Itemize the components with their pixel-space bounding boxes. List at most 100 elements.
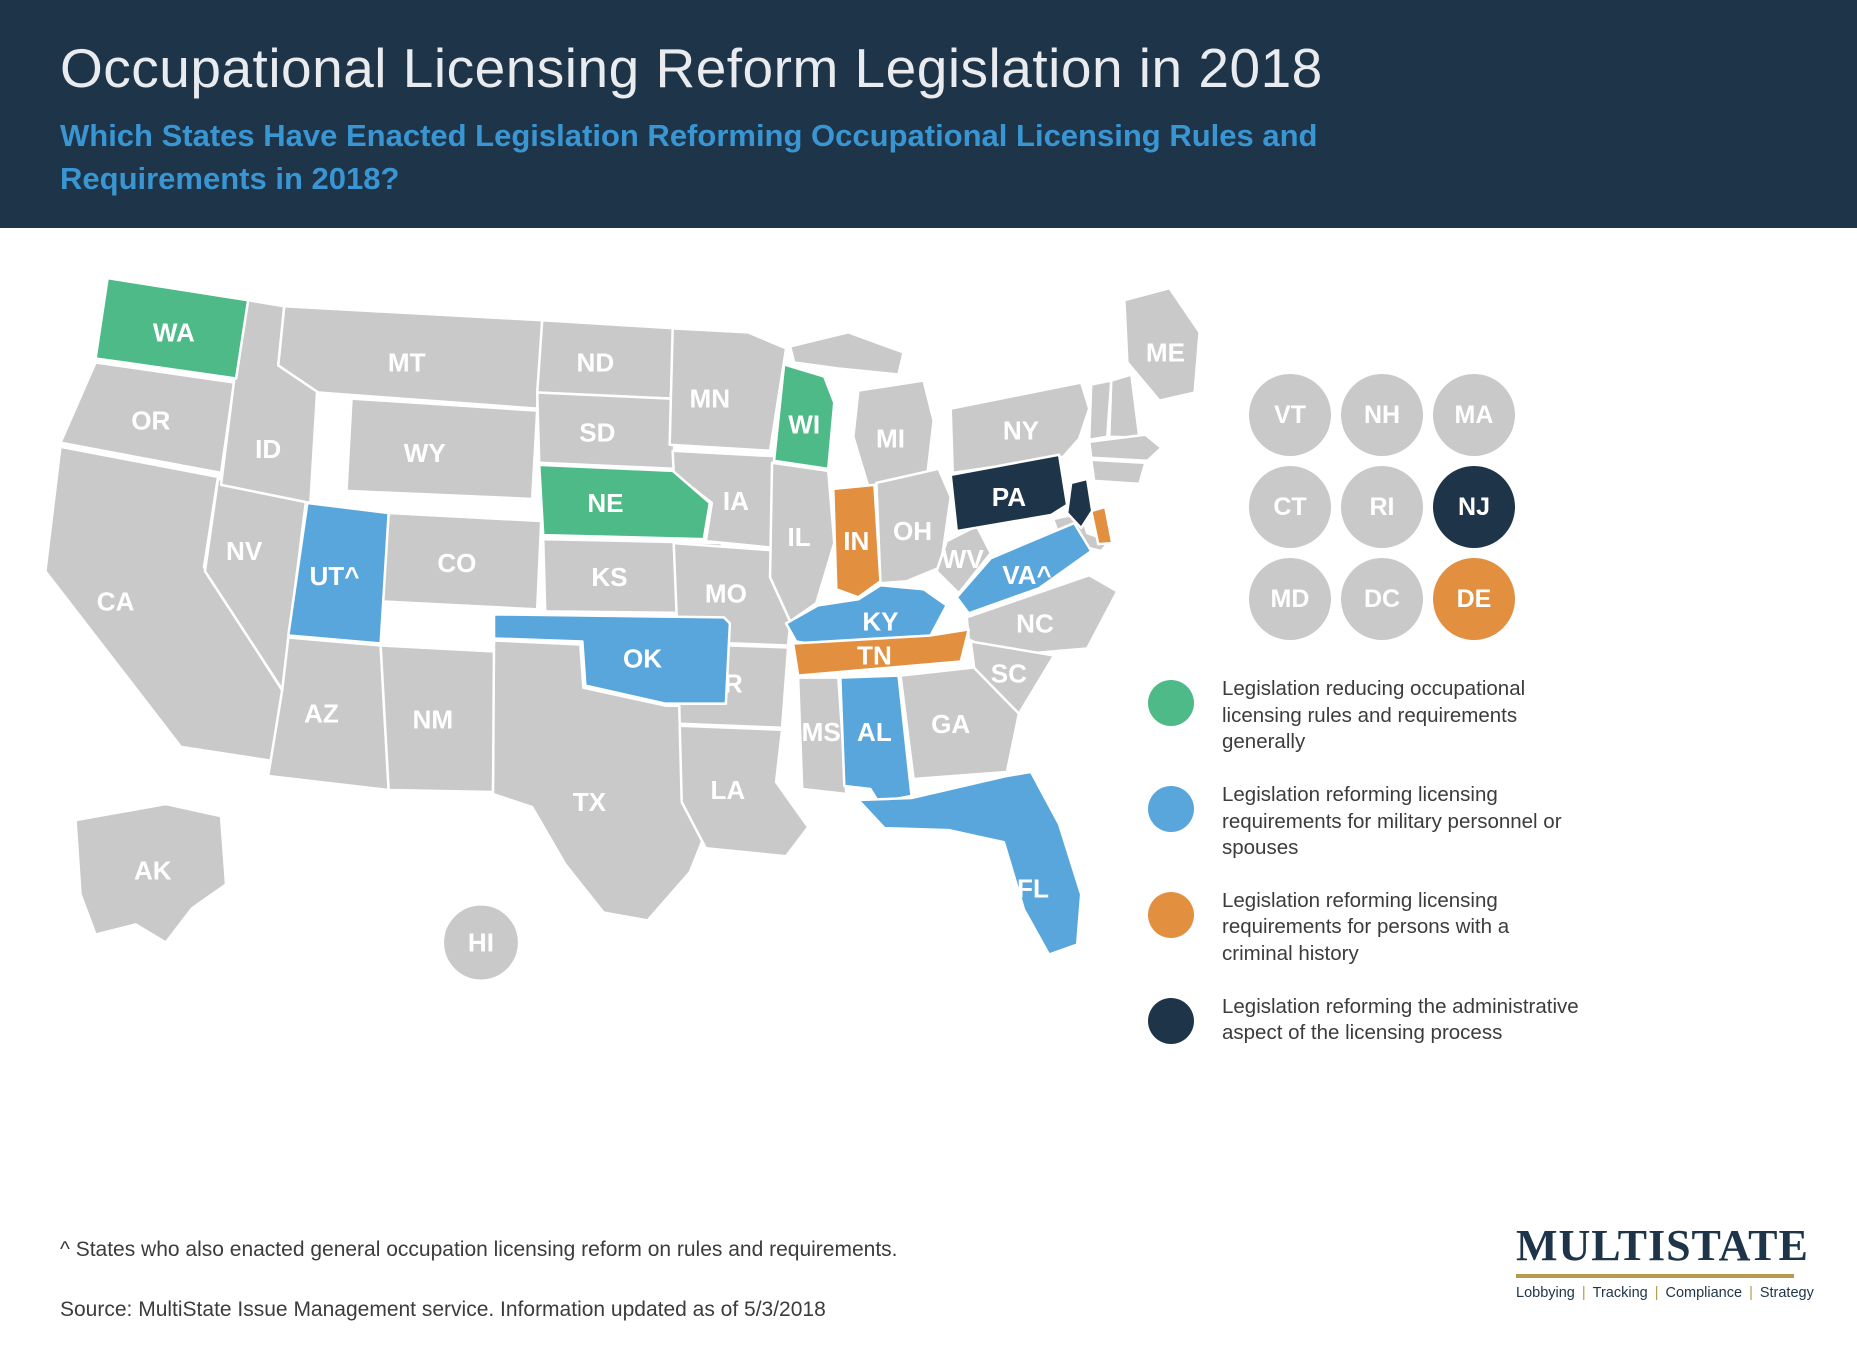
state-az: AZ <box>266 636 390 792</box>
state-label-hi: HI <box>468 928 494 958</box>
legend-item-criminal: Legislation reforming licensing requirem… <box>1148 888 1628 968</box>
legend-label: Legislation reforming licensing requirem… <box>1222 888 1510 966</box>
state-label-sc: SC <box>991 659 1027 689</box>
state-label-id: ID <box>255 434 281 464</box>
state-label-nm: NM <box>413 705 454 735</box>
tagline-separator: | <box>1654 1285 1659 1301</box>
logo-tagline: Lobbying | Tracking | Compliance | Strategy <box>1516 1285 1814 1301</box>
state-circle-de: DE <box>1433 558 1515 640</box>
state-label-ny: NY <box>1003 416 1039 446</box>
state-label-me: ME <box>1146 337 1185 367</box>
state-label-in: IN <box>843 526 869 556</box>
state-label-ut: UT^ <box>309 561 359 591</box>
state-ct <box>1089 458 1147 486</box>
state-label-wi: WI <box>788 410 820 440</box>
tagline-item: Strategy <box>1759 1285 1814 1301</box>
source-note: Source: MultiState Issue Management serv… <box>60 1298 826 1321</box>
tagline-separator: | <box>1749 1285 1753 1301</box>
state-label-ak: AK <box>134 855 172 885</box>
legend-dot-general <box>1148 680 1194 726</box>
state-wy: WY <box>345 397 539 501</box>
state-label-ca: CA <box>97 586 135 616</box>
state-label-pa: PA <box>992 482 1026 512</box>
header: Occupational Licensing Reform Legislatio… <box>0 0 1857 228</box>
state-label-il: IL <box>788 522 811 552</box>
legend-label: Legislation reducing occupational licens… <box>1222 677 1526 754</box>
legend-dot-administrative <box>1148 997 1194 1044</box>
multistate-logo: MULTISTATE Lobbying | Tracking | Compliance |… <box>1516 1220 1814 1301</box>
state-label-oh: OH <box>893 516 932 546</box>
state-nm: NM <box>379 644 497 794</box>
state-label-mo: MO <box>705 578 747 608</box>
state-label-ms: MS <box>802 717 841 747</box>
state-label-fl: FL <box>1017 873 1049 903</box>
state-circle-dc: DC <box>1341 558 1423 640</box>
legend-dot-criminal <box>1148 891 1194 938</box>
state-label-sd: SD <box>579 418 615 448</box>
logo-wordmark: MULTISTATE <box>1516 1221 1809 1270</box>
page-subtitle: Which States Have Enacted Legislation Re… <box>60 118 1318 197</box>
state-circle-vt: VT <box>1249 374 1331 456</box>
state-label-or: OR <box>131 406 170 436</box>
state-label-va: VA^ <box>1002 560 1052 590</box>
state-nc: NC <box>965 573 1119 657</box>
state-mi: MI <box>788 331 935 489</box>
state-ut: UT^ <box>287 501 390 645</box>
state-wv: WV <box>935 524 993 595</box>
state-label-nc: NC <box>1016 608 1054 638</box>
state-pa: PA <box>949 453 1069 533</box>
state-sd: SD <box>535 391 677 471</box>
state-label-la: LA <box>711 775 746 805</box>
state-al: AL <box>839 674 913 804</box>
state-label-ok: OK <box>623 644 662 674</box>
state-label-nv: NV <box>226 536 263 566</box>
state-ne: NE <box>537 463 712 541</box>
state-label-co: CO <box>437 548 476 578</box>
small-state-circles: VT NH MA CT RI NJ MD DC DE <box>1249 374 1515 640</box>
state-tn: TN <box>791 628 971 677</box>
tagline-separator: | <box>1581 1285 1586 1301</box>
state-circle-nh: NH <box>1341 374 1423 456</box>
state-ga: GA <box>899 666 1021 781</box>
state-hi: HI <box>441 903 521 982</box>
state-label-ne: NE <box>587 488 623 518</box>
state-or: OR <box>59 361 236 475</box>
state-circle-ma: MA <box>1433 374 1515 456</box>
state-label-ks: KS <box>591 562 627 592</box>
legend-item-military: Legislation reforming licensing requirem… <box>1148 782 1628 862</box>
state-fl: FL <box>857 770 1083 956</box>
state-label-mt: MT <box>388 347 426 377</box>
us-map: ORCANVIDMTWYAZCONMNDSDKSTXMNIAMOARLAILMI… <box>44 276 1201 982</box>
tagline-item: Compliance <box>1665 1285 1743 1301</box>
page-title: Occupational Licensing Reform Legislatio… <box>60 37 1323 99</box>
state-ok: OK <box>492 613 732 705</box>
state-ak: AK <box>74 802 228 944</box>
legend-label: Legislation reforming the administrative… <box>1222 994 1579 1045</box>
state-ky: KY <box>784 584 948 650</box>
legend-item-administrative: Legislation reforming the administrative… <box>1148 994 1628 1047</box>
state-co: CO <box>379 511 543 611</box>
tagline-item: Lobbying <box>1516 1285 1575 1301</box>
state-mn: MN <box>668 327 788 453</box>
logo-divider <box>1516 1274 1794 1278</box>
state-label-az: AZ <box>304 699 339 729</box>
state-label-ky: KY <box>862 606 898 636</box>
legend-label: Legislation reforming licensing requirem… <box>1222 782 1562 860</box>
state-label-ia: IA <box>723 486 749 516</box>
state-label-wa: WA <box>153 317 195 347</box>
legend-item-general: Legislation reducing occupational licens… <box>1148 676 1628 756</box>
state-nd: ND <box>535 319 677 400</box>
state-ms: MS <box>796 676 848 796</box>
state-circle-md: MD <box>1249 558 1331 640</box>
state-ma <box>1087 433 1163 463</box>
state-nh <box>1108 373 1141 439</box>
footnote: ^ States who also enacted general occupa… <box>60 1238 898 1261</box>
state-label-mn: MN <box>690 384 731 414</box>
state-ny: NY <box>949 381 1091 475</box>
state-circle-ri: RI <box>1341 466 1423 548</box>
state-label-tx: TX <box>573 787 607 817</box>
tagline-item: Tracking <box>1592 1285 1648 1301</box>
legend-dot-military <box>1148 785 1194 832</box>
state-vt <box>1087 379 1113 441</box>
state-nj <box>1065 477 1094 530</box>
